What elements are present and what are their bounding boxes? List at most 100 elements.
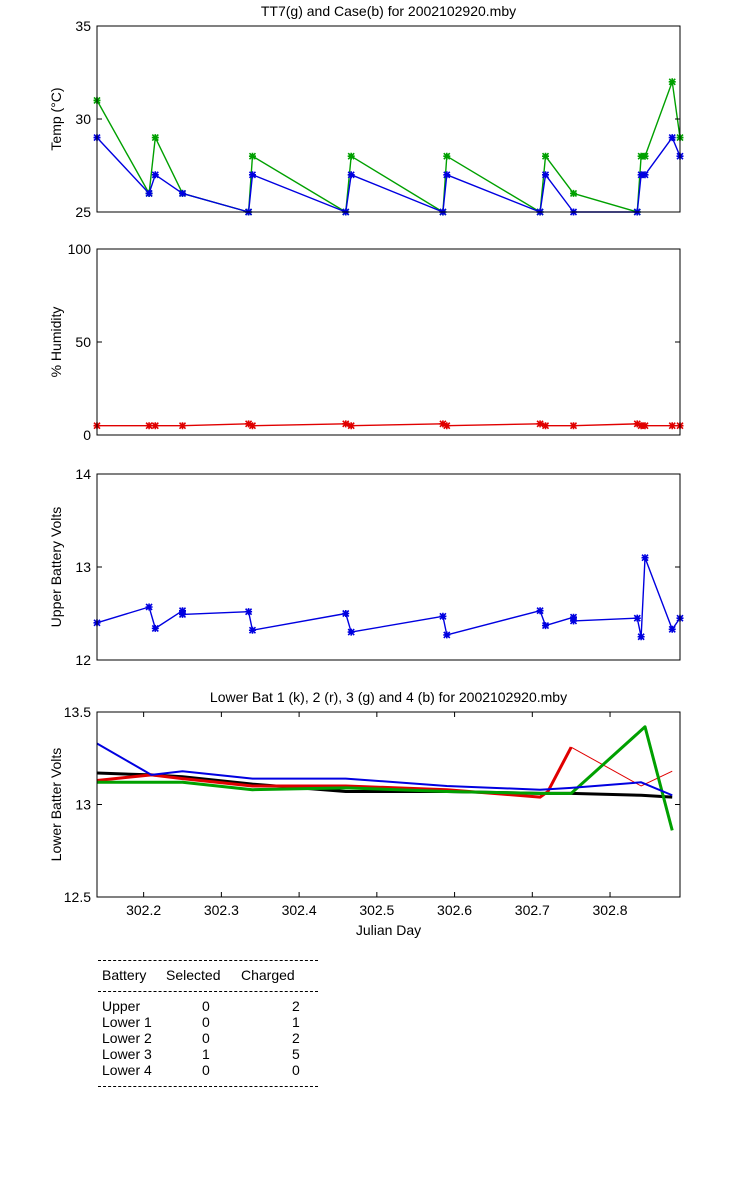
y-axis-label: Upper Battery Volts	[48, 507, 64, 628]
table-row: Lower 4 0 0	[102, 1062, 300, 1078]
data-point	[439, 612, 447, 620]
x-tick-label: 302.7	[515, 902, 550, 918]
y-axis-label: % Humidity	[48, 307, 64, 378]
battery-name: Lower 4	[102, 1062, 152, 1078]
battery-name: Lower 2	[102, 1030, 152, 1046]
series-line	[96, 742, 673, 797]
table-bottom-rule	[98, 1086, 318, 1087]
battery-name: Lower 3	[102, 1046, 152, 1062]
y-tick-label: 100	[68, 241, 92, 257]
data-point	[151, 134, 159, 142]
data-point	[569, 613, 578, 621]
x-axis-label: Julian Day	[356, 922, 421, 938]
plot-frame	[96, 473, 681, 661]
x-tick-label: 302.3	[204, 902, 239, 918]
data-point	[633, 614, 641, 622]
data-point	[248, 422, 257, 430]
data-point	[668, 422, 676, 430]
data-point	[637, 152, 645, 160]
data-point	[641, 171, 649, 179]
series-lower-4	[96, 742, 673, 797]
data-point	[641, 152, 649, 160]
series-line	[97, 725, 674, 831]
data-point	[641, 554, 649, 562]
series-upper	[93, 554, 684, 641]
data-point	[536, 607, 544, 615]
data-point	[178, 422, 187, 430]
data-point	[637, 633, 645, 641]
x-tick-label: 302.5	[359, 902, 394, 918]
table-header-row: Battery Selected Charged	[98, 967, 318, 983]
figure: 25 30 35 TT7(g) and Case(b) for 2002102920.…	[48, 3, 684, 938]
table-top-rule	[98, 960, 318, 961]
data-point	[668, 78, 676, 86]
data-point	[347, 171, 355, 179]
data-point	[541, 171, 550, 179]
data-point	[541, 152, 550, 160]
data-point	[151, 624, 159, 632]
series-lower-1	[96, 771, 673, 799]
data-point	[569, 617, 578, 625]
y-tick-label: 30	[75, 111, 91, 127]
plot-frame	[96, 25, 681, 213]
data-point	[541, 422, 550, 430]
table-body: Upper 0 2 Lower 1 0 1 Lower 2 0 2 Lower …	[98, 998, 318, 1078]
data-point	[342, 420, 350, 428]
x-tick-label: 302.2	[126, 902, 161, 918]
y-tick-label: 0	[83, 427, 91, 443]
chart-title: Lower Bat 1 (k), 2 (r), 3 (g) and 4 (b) …	[210, 689, 567, 705]
battery-name: Upper	[102, 998, 141, 1014]
y-tick-label: 35	[75, 18, 91, 34]
header-battery: Battery	[102, 967, 147, 983]
data-point	[439, 420, 447, 428]
battery-table: Battery Selected Charged Upper 0 2 Lower…	[98, 960, 318, 1087]
data-point	[248, 152, 257, 160]
series-line	[96, 136, 681, 213]
series-line-tail	[570, 746, 673, 787]
data-point	[443, 422, 451, 430]
data-point	[569, 422, 578, 430]
data-point	[245, 608, 253, 616]
plot-frame	[96, 248, 681, 436]
chart-title: TT7(g) and Case(b) for 2002102920.mby	[261, 3, 516, 19]
x-tick-label: 302.6	[437, 902, 472, 918]
data-point	[443, 631, 451, 639]
table-row: Lower 3 1 5	[102, 1046, 300, 1062]
data-point	[668, 134, 676, 142]
y-tick-label: 13	[75, 559, 91, 575]
y-tick-label: 13	[75, 797, 91, 813]
y-tick-label: 13.5	[64, 704, 91, 720]
data-point	[178, 610, 187, 618]
data-point	[151, 422, 159, 430]
data-point	[245, 420, 253, 428]
y-axis-label: Lower Batter Volts	[48, 748, 64, 862]
data-point	[641, 422, 649, 430]
data-point	[347, 422, 355, 430]
data-point	[145, 189, 153, 197]
table-row: Lower 2 0 2	[102, 1030, 300, 1046]
x-tick-label: 302.8	[593, 902, 628, 918]
y-tick-label: 12	[75, 652, 91, 668]
data-point	[637, 422, 645, 430]
series-line	[96, 557, 681, 638]
data-point	[145, 422, 153, 430]
table-row: Lower 1 0 1	[102, 1014, 300, 1030]
y-axis-label: Temp (°C)	[48, 87, 64, 150]
series-lower-3	[97, 725, 674, 831]
data-point	[443, 152, 451, 160]
data-point	[443, 171, 451, 179]
data-point	[151, 171, 159, 179]
data-point	[668, 625, 676, 633]
series-line	[96, 771, 673, 799]
data-point	[145, 603, 153, 611]
header-selected: Selected	[166, 967, 221, 983]
table-header-rule	[98, 991, 318, 992]
data-point	[536, 420, 544, 428]
data-point	[633, 420, 641, 428]
data-point	[347, 628, 355, 636]
series-humidity	[93, 420, 684, 430]
y-tick-label: 50	[75, 334, 91, 350]
data-point	[637, 171, 645, 179]
data-point	[248, 171, 257, 179]
data-point	[248, 626, 257, 634]
